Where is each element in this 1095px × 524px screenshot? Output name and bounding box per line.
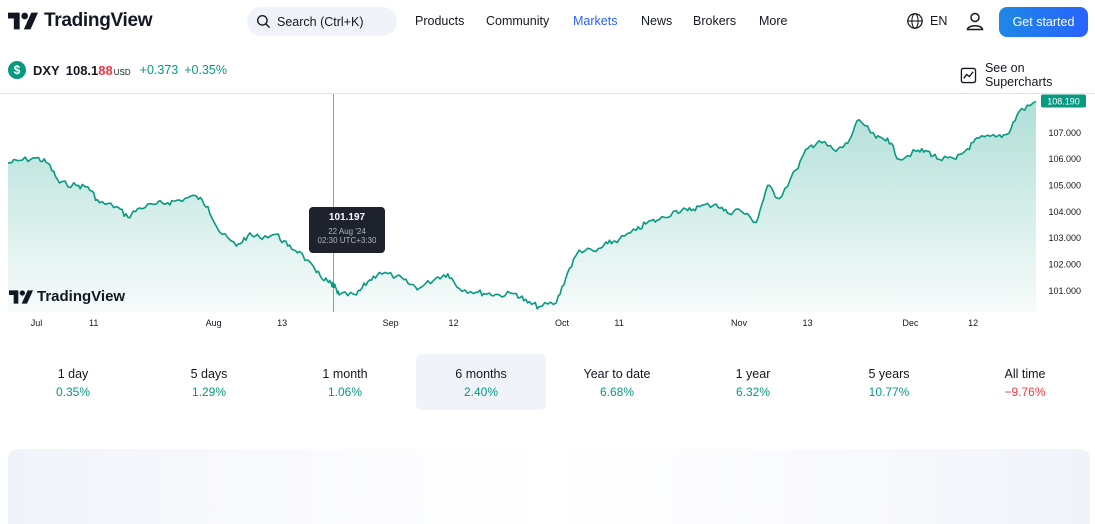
last-value-label: 108.190 [1047,97,1080,107]
period-label: All time [1004,367,1046,381]
ticker-currency: USD [113,67,131,77]
see-on-supercharts-link[interactable]: See on Supercharts [960,61,1095,89]
period-value: 6.32% [735,385,771,399]
y-tick-label: 101.000 [1048,286,1081,296]
get-started-button[interactable]: Get started [999,7,1088,37]
period-value: 1.06% [327,385,363,399]
chart-watermark: TradingView [9,288,125,305]
period-1-year[interactable]: 1 year 6.32% [688,354,818,410]
price-line [7,100,1037,310]
user-icon[interactable] [965,11,985,31]
search-input[interactable]: Search (Ctrl+K) [247,7,397,36]
price-area [8,101,1036,312]
y-tick-label: 105.000 [1048,181,1081,191]
period-5-days[interactable]: 5 days 1.29% [144,354,274,410]
nav-brokers[interactable]: Brokers [693,14,737,28]
x-tick-label: 12 [968,318,978,328]
x-tick-label: 11 [89,318,98,328]
period-value: 0.35% [55,385,91,399]
period-label: 5 years [868,367,910,381]
tradingview-watermark-icon [9,289,33,304]
x-tick-label: Dec [902,318,919,328]
nav-markets[interactable]: Markets [573,14,618,28]
x-tick-label: Oct [555,318,570,328]
tooltip-date: 22 Aug '24 [328,227,366,236]
ticker-change: +0.373 [139,63,179,77]
period-1-month[interactable]: 1 month 1.06% [280,354,410,410]
period-label: 1 year [735,367,771,381]
tooltip-time: 02:30 UTC+3:30 [317,236,377,245]
price-chart[interactable]: 107.000 106.000 105.000 104.000 103.000 102.0… [0,94,1095,334]
y-tick-label: 104.000 [1048,207,1081,217]
period-value: 2.40% [463,385,499,399]
ticker-price: 108.1 [65,62,99,78]
globe-icon [907,13,923,29]
content-card [8,449,1090,524]
tradingview-logo-icon [8,12,38,30]
last-value-badge [1041,94,1086,108]
period-all-time[interactable]: All time −9.76% [960,354,1090,410]
x-tick-label: 12 [448,318,458,328]
period-value: −9.76% [1004,385,1046,399]
ticker-symbol[interactable]: DXY [33,62,60,78]
y-tick-label: 102.000 [1048,260,1081,270]
x-tick-label: Aug [206,318,222,328]
x-tick-label: Sep [383,318,399,328]
period-label: 1 day [57,367,89,381]
search-placeholder: Search (Ctrl+K) [277,14,364,29]
divider [0,93,1095,94]
crosshair-point [331,283,337,289]
period-label: 5 days [190,367,228,381]
y-tick-label: 107.000 [1048,128,1081,138]
nav-more[interactable]: More [759,14,788,28]
nav-community[interactable]: Community [486,14,550,28]
top-header: TradingView Search (Ctrl+K) Products Com… [0,0,1095,44]
y-tick-label: 103.000 [1048,233,1081,243]
tradingview-logo[interactable]: TradingView [8,10,153,32]
period-tabs: 1 day 0.35% 5 days 1.29% 1 month 1.06% 6… [8,354,1088,410]
x-tick-label: 11 [614,318,623,328]
search-icon [256,14,271,29]
chart-tooltip: 101.197 22 Aug '24 02:30 UTC+3:30 [309,207,385,253]
chart-line-icon [960,67,977,83]
period-6-months[interactable]: 6 months 2.40% [416,354,546,410]
period-label: 6 months [455,367,507,381]
period-label: 1 month [322,367,368,381]
period-value: 1.29% [191,385,227,399]
x-tick-label: 13 [277,318,287,328]
y-tick-label: 106.000 [1048,154,1081,164]
nav-products[interactable]: Products [415,14,465,28]
x-tick-label: 13 [803,318,813,328]
language-label: EN [930,14,948,28]
period-value: 10.77% [868,385,910,399]
period-label: Year to date [583,367,651,381]
ticker-price-tail: 88 [98,62,113,78]
supercharts-label: See on Supercharts [984,61,1053,89]
logo-text: TradingView [44,10,153,31]
period-1-day[interactable]: 1 day 0.35% [8,354,138,410]
period-year-to-date[interactable]: Year to date 6.68% [552,354,682,410]
nav-news[interactable]: News [641,14,673,28]
period-5-years[interactable]: 5 years 10.77% [824,354,954,410]
ticker-row: $ DXY 108.1 88 USD +0.373 +0.35% [8,60,227,80]
watermark-text: TradingView [37,288,126,305]
x-tick-label: Nov [731,318,748,328]
dollar-icon: $ [8,61,26,79]
language-selector[interactable]: EN [906,12,947,30]
tooltip-value: 101.197 [328,212,366,223]
ticker-change-percent: +0.35% [184,63,227,77]
period-value: 6.68% [599,385,635,399]
x-tick-label: Jul [31,318,43,328]
